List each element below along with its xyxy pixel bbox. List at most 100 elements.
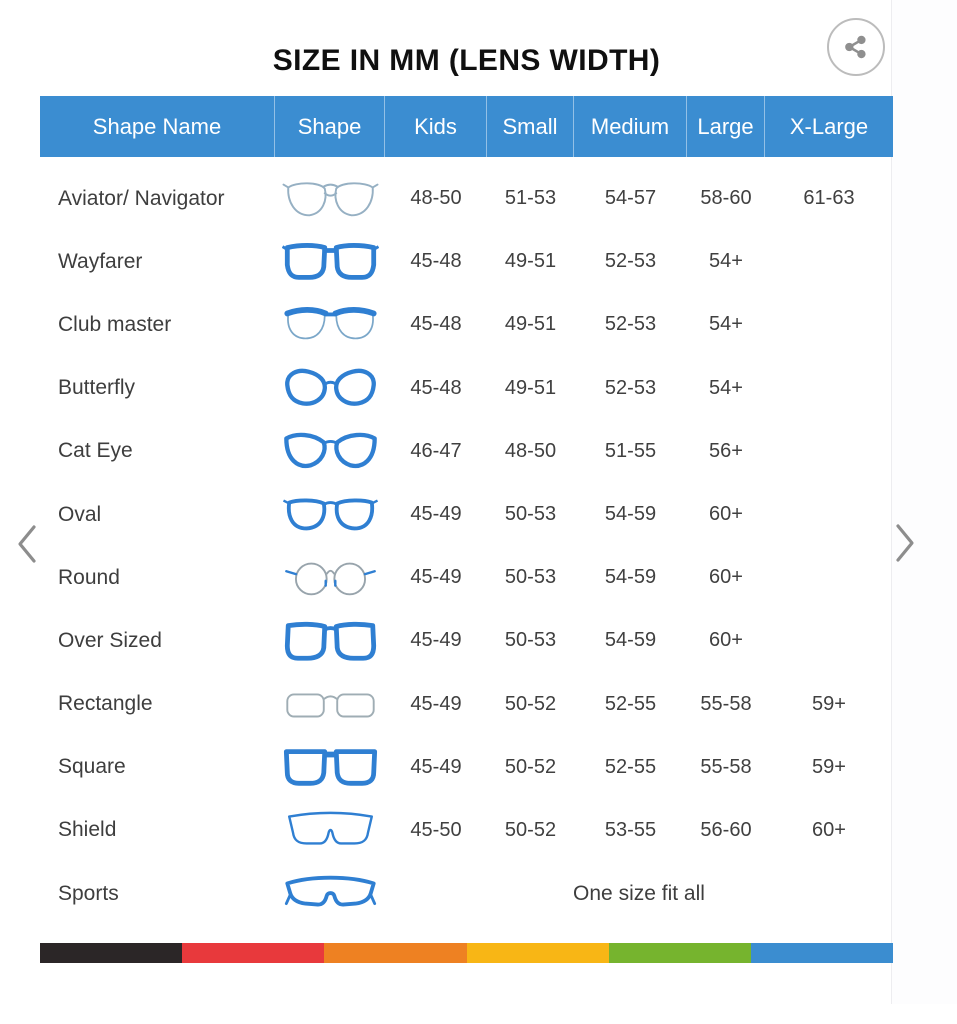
- size-large: 56-60: [700, 818, 752, 841]
- size-medium: 54-57: [604, 187, 657, 210]
- shape-icon-cell: [275, 806, 385, 854]
- brand-color-bar: [40, 943, 894, 963]
- shape-icon-cell: [275, 680, 385, 728]
- size-medium: 52-53: [604, 313, 657, 336]
- oval-glasses-icon: [282, 491, 379, 539]
- table-row: Square 45-49 50-52 52-55 55-58 59+: [40, 736, 893, 799]
- shape-icon-cell: [275, 301, 385, 349]
- rectangle-glasses-icon: [282, 680, 379, 728]
- table-row: Sports One size fit all: [40, 862, 893, 925]
- color-bar-segment: [182, 943, 325, 963]
- carousel-next-button[interactable]: [890, 521, 920, 565]
- size-medium: 53-55: [604, 818, 657, 841]
- size-medium: 54-59: [604, 503, 657, 526]
- size-small: 50-53: [504, 503, 557, 526]
- size-x-large: 61-63: [803, 187, 855, 210]
- one-size-note: One size fit all: [573, 881, 705, 905]
- size-medium: 52-55: [604, 692, 657, 715]
- table-row: Over Sized 45-49 50-53 54-59 60+: [40, 609, 893, 672]
- shape-icon-cell: [275, 870, 385, 918]
- color-bar-segment: [466, 943, 609, 963]
- shape-name-label: Butterfly: [58, 376, 136, 400]
- size-large: 55-58: [700, 755, 752, 778]
- carousel-slide-right-edge: [891, 0, 957, 1004]
- shape-name-label: Square: [58, 755, 126, 779]
- size-large: 55-58: [700, 692, 752, 715]
- size-medium: 52-55: [604, 755, 657, 778]
- clubmaster-glasses-icon: [282, 301, 379, 349]
- shape-icon-cell: [275, 743, 385, 791]
- size-small: 51-53: [504, 187, 557, 210]
- size-kids: 45-48: [410, 313, 462, 336]
- size-kids: 45-49: [410, 503, 462, 526]
- table-row: Aviator/ Navigator 48-50 51-53 54-57 58-60 6…: [40, 167, 893, 230]
- shape-name-label: Oval: [58, 502, 102, 526]
- size-large: 54+: [709, 376, 743, 399]
- column-header-shape: Shape: [275, 96, 385, 157]
- size-large: 54+: [709, 250, 743, 273]
- size-small: 50-53: [504, 629, 557, 652]
- shape-name-label: Aviator/ Navigator: [58, 186, 225, 210]
- shape-name-label: Cat Eye: [58, 439, 133, 463]
- size-kids: 45-48: [410, 250, 462, 273]
- size-x-large: 60+: [812, 818, 846, 841]
- size-medium: 54-59: [604, 566, 657, 589]
- shape-icon-cell: [275, 364, 385, 412]
- size-large: 60+: [709, 566, 743, 589]
- color-bar-segment: [40, 943, 183, 963]
- shape-name-label: Over Sized: [58, 628, 162, 652]
- column-header-small: Small: [487, 96, 574, 157]
- table-row: Round 45-49 50-53 54-59 60+: [40, 546, 893, 609]
- share-button[interactable]: [827, 18, 885, 76]
- size-x-large: 59+: [812, 692, 846, 715]
- shape-icon-cell: [275, 175, 385, 223]
- table-row: Rectangle 45-49 50-52 52-55 55-58 59+: [40, 673, 893, 736]
- size-medium: 54-59: [604, 629, 657, 652]
- chevron-left-icon: [16, 524, 38, 564]
- shape-icon-cell: [275, 427, 385, 475]
- shape-name-label: Shield: [58, 818, 117, 842]
- size-x-large: 59+: [812, 755, 846, 778]
- shape-name-label: Round: [58, 565, 120, 589]
- size-large: 60+: [709, 503, 743, 526]
- shape-name-label: Sports: [58, 881, 119, 905]
- carousel-prev-button[interactable]: [12, 522, 42, 566]
- table-row: Shield 45-50 50-52 53-55 56-60 60+: [40, 799, 893, 862]
- page-title: SIZE IN MM (LENS WIDTH): [272, 44, 661, 78]
- size-kids: 45-49: [410, 566, 462, 589]
- shield-glasses-icon: [282, 806, 379, 854]
- shape-name-label: Rectangle: [58, 692, 153, 716]
- color-bar-segment: [608, 943, 751, 963]
- oversized-glasses-icon: [282, 617, 379, 665]
- column-header-shape-name: Shape Name: [40, 96, 275, 157]
- size-table-header: Shape Name Shape Kids Small Medium Large…: [40, 96, 893, 157]
- square-glasses-icon: [282, 743, 379, 791]
- round-glasses-icon: [282, 554, 379, 602]
- color-bar-segment: [324, 943, 467, 963]
- size-small: 50-53: [504, 566, 557, 589]
- size-kids: 45-50: [410, 818, 462, 841]
- size-small: 49-51: [504, 250, 557, 273]
- column-header-kids: Kids: [385, 96, 487, 157]
- size-small: 49-51: [504, 313, 557, 336]
- size-small: 48-50: [504, 439, 557, 462]
- shape-icon-cell: [275, 554, 385, 602]
- shape-name-label: Club master: [58, 312, 172, 336]
- cateye-glasses-icon: [282, 427, 379, 475]
- size-large: 56+: [709, 439, 743, 462]
- size-small: 50-52: [504, 818, 557, 841]
- table-row: Oval 45-49 50-53 54-59 60+: [40, 483, 893, 546]
- size-small: 50-52: [504, 692, 557, 715]
- size-kids: 48-50: [410, 187, 462, 210]
- share-icon: [841, 32, 871, 62]
- table-row: Club master 45-48 49-51 52-53 54+: [40, 293, 893, 356]
- aviator-glasses-icon: [282, 175, 379, 223]
- chevron-right-icon: [894, 523, 916, 563]
- sports-glasses-icon: [282, 870, 379, 918]
- shape-icon-cell: [275, 617, 385, 665]
- shape-icon-cell: [275, 238, 385, 286]
- size-table-body: Aviator/ Navigator 48-50 51-53 54-57 58-60 6…: [40, 167, 893, 925]
- size-kids: 46-47: [410, 439, 462, 462]
- size-medium: 51-55: [604, 439, 657, 462]
- shape-icon-cell: [275, 491, 385, 539]
